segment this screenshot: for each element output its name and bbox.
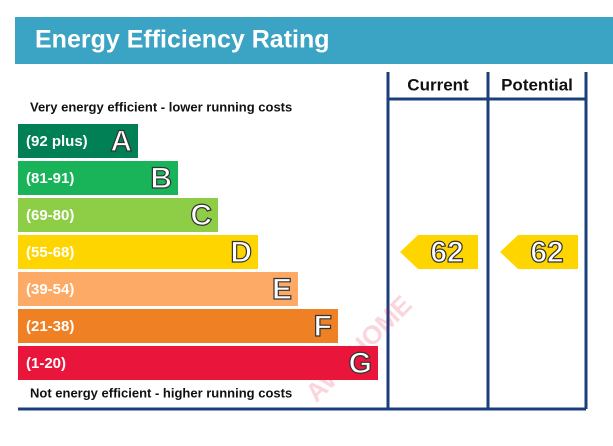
top-note: Very energy efficient - lower running co…: [30, 99, 292, 114]
band-letter: F: [314, 310, 332, 343]
band-range: (39-54): [26, 281, 74, 298]
header-bar: [15, 17, 613, 64]
band-letter: C: [190, 199, 212, 232]
rating-arrow: [400, 235, 478, 269]
rating-arrow: [500, 235, 578, 269]
column-label: Potential: [501, 75, 573, 94]
header-title: Energy Efficiency Rating: [35, 26, 330, 54]
band-letter: G: [349, 347, 372, 380]
band-bar: [18, 161, 178, 195]
band-range: (1-20): [26, 355, 66, 372]
frame: [18, 72, 588, 411]
band-bar: [18, 124, 138, 158]
band-bar: [18, 198, 218, 232]
band-letter: D: [230, 236, 252, 269]
rating-value: 62: [530, 236, 563, 269]
band-range: (81-91): [26, 170, 74, 187]
band-bar: [18, 272, 298, 306]
band-range: (69-80): [26, 207, 74, 224]
band-letter: A: [110, 125, 132, 158]
band-bar: [18, 346, 378, 380]
band-bar: [18, 235, 258, 269]
rating-value: 62: [430, 236, 463, 269]
band-range: (21-38): [26, 318, 74, 335]
band-range: (55-68): [26, 244, 74, 261]
bottom-note: Not energy efficient - higher running co…: [30, 385, 292, 400]
band-range: (92 plus): [26, 133, 88, 150]
column-label: Current: [407, 75, 469, 94]
band-bar: [18, 309, 338, 343]
band-letter: B: [150, 162, 172, 195]
band-letter: E: [272, 273, 292, 306]
